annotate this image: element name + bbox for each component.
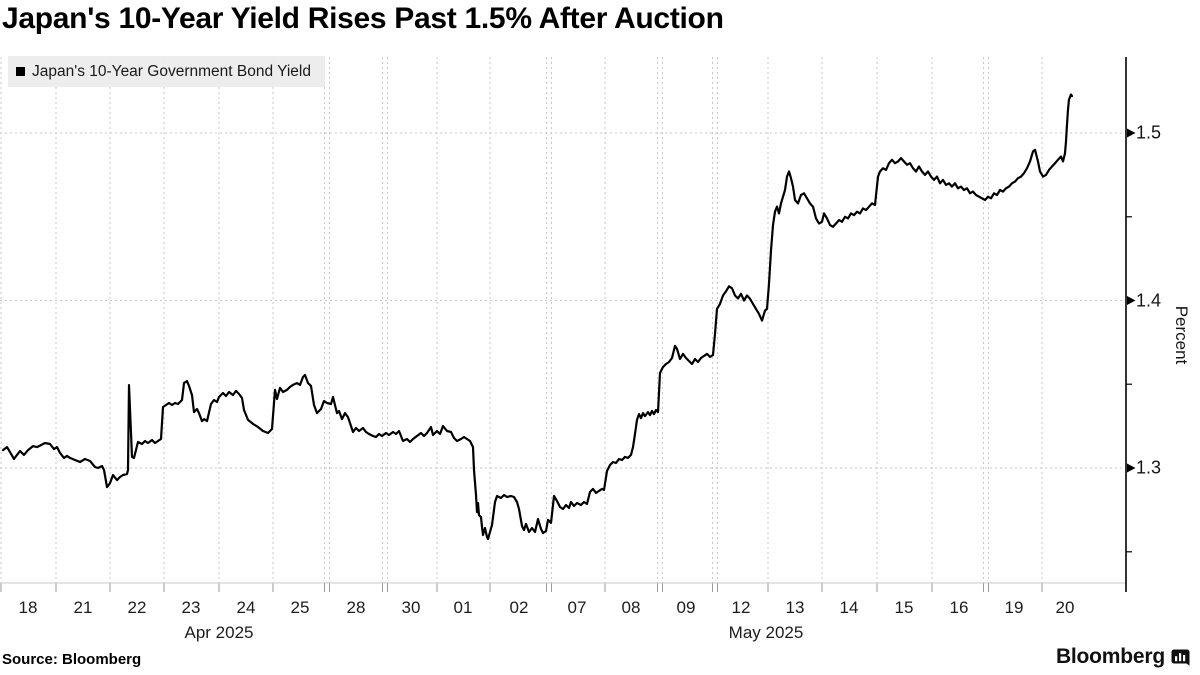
x-axis-month-label: May 2025 bbox=[728, 623, 804, 642]
x-axis-day-label: 12 bbox=[731, 598, 751, 617]
x-axis-month-label: Apr 2025 bbox=[184, 623, 254, 642]
x-axis-day-label: 01 bbox=[453, 598, 473, 617]
legend-label: Japan's 10-Year Government Bond Yield bbox=[32, 62, 311, 80]
bloomberg-terminal-icon bbox=[1171, 649, 1190, 666]
y-axis-arrow-tick bbox=[1127, 296, 1136, 305]
x-axis-day-label: 28 bbox=[346, 598, 366, 617]
bloomberg-wordmark: Bloomberg bbox=[1055, 645, 1165, 668]
y-axis-tick-label: 1.3 bbox=[1136, 457, 1162, 478]
x-axis-day-label: 16 bbox=[949, 598, 969, 617]
x-axis-day-label: 22 bbox=[127, 598, 147, 617]
y-axis-tick-label: 1.4 bbox=[1136, 290, 1162, 310]
legend-swatch-icon bbox=[16, 67, 25, 76]
x-axis-day-label: 15 bbox=[894, 598, 914, 617]
x-axis-day-label: 21 bbox=[73, 598, 93, 617]
x-axis-day-label: 25 bbox=[290, 598, 310, 617]
x-axis-day-label: 19 bbox=[1004, 598, 1024, 617]
source-label: Source: Bloomberg bbox=[2, 651, 142, 668]
x-axis-day-label: 08 bbox=[621, 598, 641, 617]
y-axis-arrow-tick bbox=[1127, 128, 1136, 138]
x-axis-day-label: 24 bbox=[236, 598, 256, 617]
x-axis-day-label: 13 bbox=[785, 598, 805, 617]
x-axis-day-label: 09 bbox=[676, 598, 696, 617]
y-axis-tick-label: 1.5 bbox=[1136, 122, 1162, 143]
chart-title: Japan's 10-Year Yield Rises Past 1.5% Af… bbox=[2, 2, 724, 35]
x-axis-day-label: 02 bbox=[509, 598, 529, 617]
y-axis-title: Percent bbox=[1172, 305, 1191, 365]
y-axis-arrow-tick bbox=[1127, 463, 1136, 473]
x-axis-day-label: 20 bbox=[1055, 598, 1075, 617]
x-axis-day-label: 18 bbox=[18, 598, 38, 617]
legend: Japan's 10-Year Government Bond Yield bbox=[8, 56, 325, 87]
x-axis-day-label: 23 bbox=[181, 598, 201, 617]
bloomberg-brand: Bloomberg bbox=[1056, 645, 1190, 669]
yield-line bbox=[1, 93, 1074, 541]
x-axis-day-label: 14 bbox=[839, 598, 859, 617]
x-axis-day-label: 30 bbox=[401, 598, 421, 617]
x-axis-day-label: 07 bbox=[567, 598, 587, 617]
